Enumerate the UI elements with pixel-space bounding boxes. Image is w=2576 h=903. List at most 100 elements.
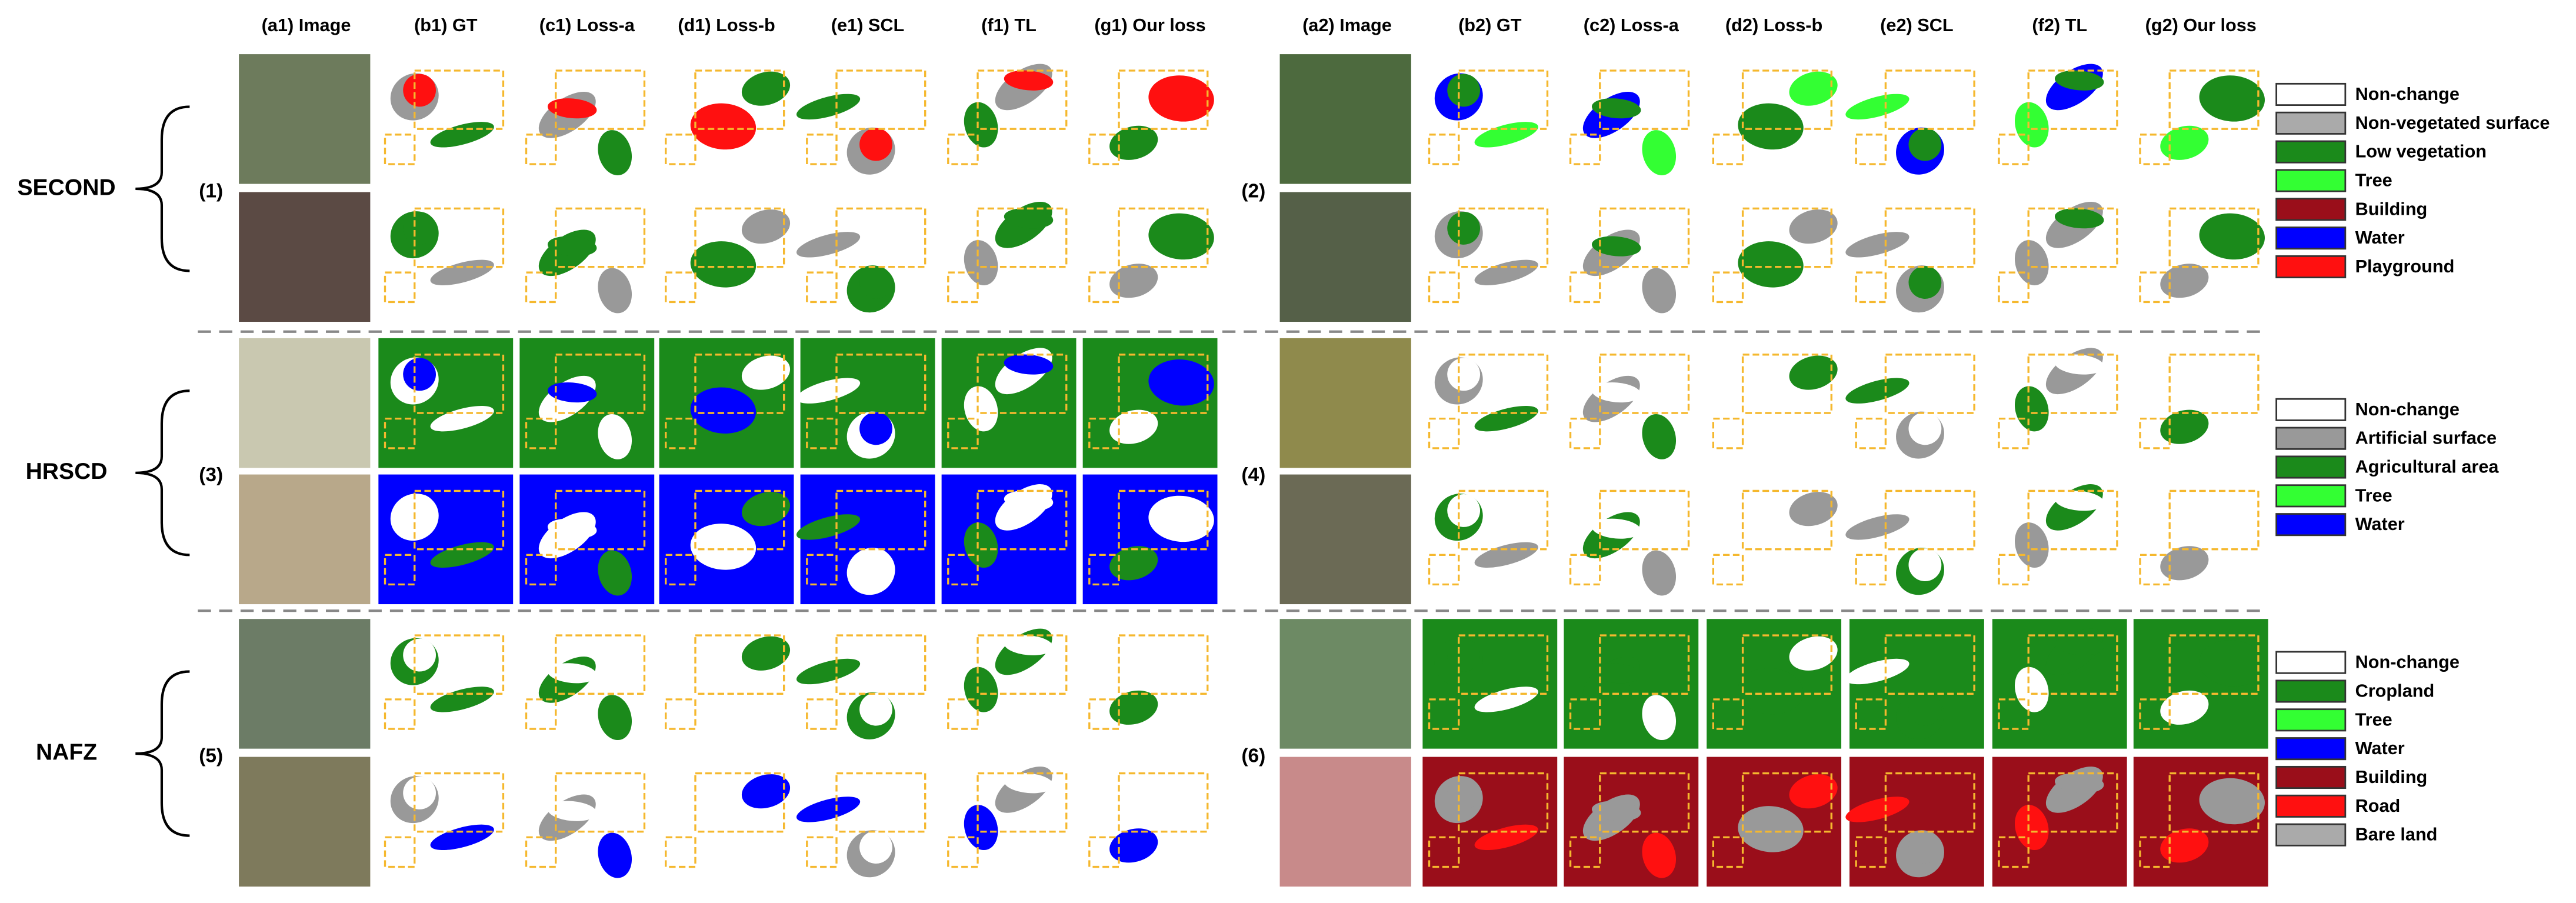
zoom-box [2139, 417, 2171, 449]
segment [1148, 640, 1214, 687]
zoom-box [694, 634, 785, 695]
panel [378, 757, 514, 887]
segment [741, 355, 791, 390]
column-header: (b1) GT [414, 15, 478, 35]
segment [741, 492, 791, 527]
segment [547, 236, 597, 256]
segment [2199, 778, 2265, 825]
legend-swatch [2275, 765, 2347, 789]
segment [2160, 690, 2209, 725]
legend-label: Tree [2355, 709, 2392, 729]
zoom-box [665, 271, 697, 304]
zoom-box [1458, 634, 1549, 695]
zoom-box [1088, 836, 1120, 868]
legend-label: Artificial surface [2355, 428, 2497, 448]
zoom-box [2027, 69, 2118, 130]
legend-label: Agricultural area [2355, 457, 2500, 477]
segment [1908, 266, 1942, 299]
zoom-box [384, 271, 416, 304]
segment [1789, 636, 1838, 671]
column-header: (g1) Our loss [1094, 15, 1205, 35]
column-header: (d2) Loss-b [1725, 15, 1822, 35]
zoom-box [1458, 354, 1549, 414]
zoom-box [1458, 772, 1549, 833]
zoom-box [1998, 271, 2030, 304]
legend-swatch [2275, 679, 2347, 703]
segment [2054, 773, 2104, 794]
legend-label: Non-change [2355, 652, 2460, 672]
zoom-box [1998, 698, 2030, 730]
segment [859, 831, 892, 864]
legend-swatch [2275, 226, 2347, 250]
zoom-box [665, 417, 697, 449]
legend-swatch [2275, 111, 2347, 135]
segment [403, 494, 436, 527]
image [239, 192, 371, 322]
legend-label: Water [2355, 738, 2405, 758]
zoom-box [414, 634, 505, 695]
zoom-box [414, 489, 505, 551]
zoom-box [1428, 134, 1460, 165]
panel [378, 338, 514, 468]
legend-swatch [2275, 823, 2347, 847]
legend-swatch [2275, 513, 2347, 537]
zoom-box [1088, 554, 1120, 586]
segment [2199, 495, 2265, 542]
legend-swatch [2275, 140, 2347, 164]
segment [1642, 130, 1677, 175]
segment [1591, 801, 1641, 821]
zoom-box [1998, 134, 2030, 165]
segment [859, 412, 892, 445]
segment [2160, 828, 2209, 863]
segment [2199, 640, 2265, 687]
zoom-box [2139, 836, 2171, 868]
segment [1642, 695, 1677, 741]
legend-swatch [2275, 455, 2347, 479]
segment [690, 103, 757, 150]
zoom-box [806, 271, 838, 304]
zoom-box [835, 207, 927, 268]
column-header: (c1) Loss-a [539, 15, 635, 35]
segment [2054, 70, 2104, 91]
segment [690, 241, 757, 288]
zoom-box [2139, 271, 2171, 304]
group-label: NAFZ [36, 739, 97, 765]
zoom-box [1712, 134, 1744, 165]
zoom-box [665, 554, 697, 586]
segment [1447, 638, 1481, 672]
panel [378, 54, 514, 184]
zoom-box [2168, 69, 2260, 130]
zoom-box [1088, 271, 1120, 304]
segment [1738, 524, 1804, 570]
segment [1789, 71, 1838, 106]
zoom-box [694, 207, 785, 268]
panel [1422, 54, 1558, 184]
zoom-box [555, 354, 646, 414]
column-header: (c2) Loss-a [1584, 15, 1679, 35]
column-header: (e1) SCL [831, 15, 904, 35]
zoom-box [1884, 207, 1975, 268]
segment [1148, 778, 1214, 825]
segment [1591, 98, 1641, 119]
legend-label: Water [2355, 227, 2405, 248]
segment [1908, 412, 1942, 445]
zoom-box [525, 698, 557, 730]
segment [1591, 382, 1641, 403]
segment [1109, 828, 1158, 863]
zoom-box [1998, 554, 2030, 586]
segment [547, 663, 597, 684]
image [1279, 619, 1411, 749]
row-number: (6) [1241, 745, 1265, 767]
segment [598, 414, 632, 459]
segment [1642, 550, 1677, 596]
legend-label: Building [2355, 767, 2428, 787]
segment [598, 832, 632, 878]
image [239, 338, 371, 468]
zoom-box [806, 554, 838, 586]
segment [1738, 103, 1804, 150]
zoom-box [947, 271, 979, 304]
legend-swatch [2275, 255, 2347, 279]
segment [1004, 635, 1054, 655]
segment [964, 386, 998, 432]
zoom-box [1458, 69, 1549, 130]
